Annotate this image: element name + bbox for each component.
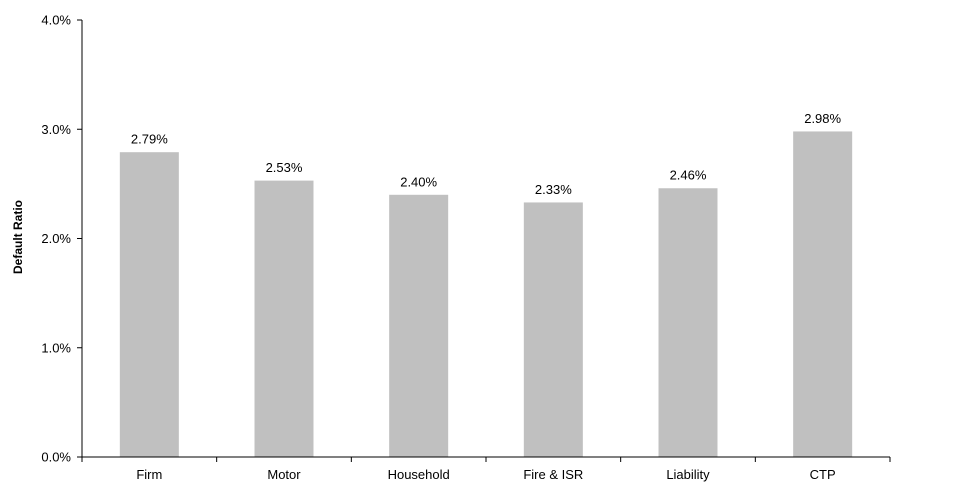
x-category-label: Fire & ISR — [523, 467, 583, 482]
bar — [793, 131, 853, 457]
x-category-label: Liability — [666, 467, 710, 482]
x-category-label: Firm — [136, 467, 162, 482]
x-category-label: Motor — [267, 467, 301, 482]
y-tick-label: 0.0% — [41, 450, 71, 465]
bar-value-label: 2.98% — [804, 111, 841, 126]
y-tick-label: 1.0% — [41, 340, 71, 355]
bar — [658, 188, 718, 457]
bar-value-label: 2.79% — [131, 132, 168, 147]
data-labels-group: 2.79% 2.53% 2.40% 2.33% 2.46% 2.98% — [131, 111, 842, 197]
bar-value-label: 2.53% — [266, 160, 303, 175]
y-tick-label: 4.0% — [41, 13, 71, 28]
x-category-label: Household — [388, 467, 450, 482]
x-category-label: CTP — [810, 467, 836, 482]
y-axis-ticks: 0.0% 1.0% 2.0% 3.0% 4.0% — [41, 13, 82, 465]
bar — [389, 194, 449, 458]
y-tick-label: 3.0% — [41, 122, 71, 137]
bar — [254, 180, 314, 457]
y-axis-title: Default Ratio — [11, 200, 25, 274]
bar-value-label: 2.46% — [670, 168, 707, 183]
bar-value-label: 2.33% — [535, 182, 572, 197]
y-tick-label: 2.0% — [41, 231, 71, 246]
bar — [523, 202, 583, 457]
bars-group — [119, 131, 853, 458]
bar — [119, 152, 179, 457]
bar-value-label: 2.40% — [400, 174, 437, 189]
x-axis-ticks: Firm Motor Household Fire & ISR Liability CTP — [81, 457, 891, 482]
